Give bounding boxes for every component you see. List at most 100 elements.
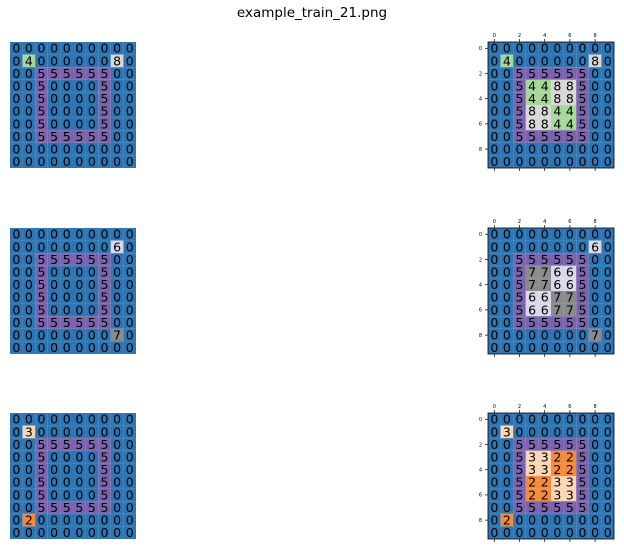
grid-cell: 0 — [588, 437, 602, 452]
cell-value: 0 — [25, 315, 33, 330]
cell-value: 0 — [126, 412, 134, 427]
grid-cell: 0 — [47, 340, 61, 355]
grid-cell: 0 — [110, 116, 124, 131]
grid-cell: 4 — [563, 116, 577, 131]
grid-cell: 0 — [10, 41, 23, 56]
cell-value: 5 — [516, 91, 524, 106]
cell-value: 0 — [579, 328, 587, 343]
cell-value: 0 — [490, 277, 498, 292]
grid-cell: 0 — [601, 462, 614, 477]
cell-value: 7 — [528, 265, 536, 280]
cell-value: 0 — [553, 525, 561, 540]
cell-value: 0 — [75, 53, 83, 68]
cell-value: 0 — [490, 252, 498, 267]
grid-cell: 4 — [500, 53, 514, 68]
cell-value: 0 — [113, 79, 121, 94]
grid-cell: 2 — [500, 513, 514, 528]
grid-cell: 0 — [35, 41, 48, 56]
x-tick-label: 8 — [594, 404, 597, 410]
cell-value: 8 — [541, 104, 549, 119]
grid-cell: 0 — [85, 450, 99, 465]
cell-value: 5 — [75, 315, 83, 330]
grid-cell: 0 — [10, 450, 23, 465]
grid-cell: 0 — [488, 450, 501, 465]
grid-cell: 0 — [60, 104, 73, 119]
cell-value: 5 — [516, 462, 524, 477]
cell-value: 0 — [88, 239, 96, 254]
cell-value: 0 — [604, 265, 612, 280]
cell-value: 0 — [126, 104, 134, 119]
cell-value: 0 — [50, 142, 58, 157]
grid-cell: 0 — [563, 525, 577, 540]
grid-cell: 0 — [488, 412, 501, 427]
cell-value: 0 — [604, 252, 612, 267]
grid-cell: 5 — [513, 129, 526, 144]
cell-value: 7 — [553, 290, 561, 305]
cell-value: 5 — [516, 66, 524, 81]
grid-cell: 0 — [22, 227, 36, 242]
y-tick-label: 4 — [479, 283, 482, 289]
grid-cell: 0 — [85, 53, 99, 68]
grid-cell: 3 — [538, 462, 551, 477]
grid-cell: 0 — [123, 142, 136, 157]
cell-value: 5 — [38, 500, 46, 515]
grid-cell: 0 — [500, 525, 514, 540]
grid-cell: 0 — [576, 154, 589, 169]
cell-value: 5 — [88, 437, 96, 452]
grid-cell: 0 — [601, 154, 614, 169]
cell-value: 5 — [579, 315, 587, 330]
cell-value: 0 — [503, 462, 511, 477]
grid-cell: 0 — [538, 41, 551, 56]
cell-value: 5 — [38, 91, 46, 106]
cell-value: 5 — [75, 66, 83, 81]
grid-cell: 0 — [588, 462, 602, 477]
cell-value: 5 — [101, 302, 109, 317]
x-tick-label: 2 — [518, 404, 521, 410]
cell-value: 5 — [88, 252, 96, 267]
grid-cell: 0 — [576, 525, 589, 540]
cell-value: 0 — [101, 513, 109, 528]
grid-cell: 0 — [85, 513, 99, 528]
grid-cell: 0 — [588, 315, 602, 330]
cell-value: 0 — [63, 91, 71, 106]
grid-cell: 0 — [85, 227, 99, 242]
grid-cell: 0 — [551, 525, 564, 540]
cell-value: 0 — [12, 116, 20, 131]
grid-cell: 0 — [98, 412, 111, 427]
grid-cell: 0 — [488, 500, 501, 515]
grid-cell: 5 — [576, 277, 589, 292]
grid-cell: 0 — [73, 513, 86, 528]
grid-cell: 0 — [601, 66, 614, 81]
cells: 0 0 0 0 0 0 0 0 0 00 4 0 0 0 0 0 0 8 00 0 5 5 5 5 5 5 0 00 0 5 0 0 0 0 5 0 0… — [10, 41, 136, 169]
grid-cell: 5 — [98, 475, 111, 490]
grid-cell: 0 — [500, 142, 514, 157]
cell-value: 4 — [528, 79, 536, 94]
cell-value: 0 — [63, 53, 71, 68]
grid-cell: 4 — [525, 79, 539, 94]
cell-value: 0 — [12, 450, 20, 465]
grid-cell: 0 — [73, 462, 86, 477]
grid-cell: 0 — [538, 513, 551, 528]
cell-value: 0 — [38, 227, 46, 242]
grid-cell: 0 — [47, 412, 61, 427]
grid-cell: 0 — [73, 239, 86, 254]
cell-value: 5 — [63, 252, 71, 267]
cell-value: 5 — [50, 315, 58, 330]
cell-value: 0 — [75, 116, 83, 131]
grid-cell: 0 — [538, 328, 551, 343]
grid-cell: 0 — [10, 154, 23, 169]
cell-value: 5 — [579, 265, 587, 280]
cell-value: 5 — [101, 79, 109, 94]
cell-value: 0 — [553, 340, 561, 355]
cell-value: 0 — [604, 525, 612, 540]
grid-cell: 0 — [488, 116, 501, 131]
grid-cell: 0 — [500, 265, 514, 280]
grid-cell: 5 — [563, 66, 577, 81]
grid-cell: 0 — [47, 424, 61, 439]
cell-value: 0 — [490, 265, 498, 280]
cell-value: 0 — [88, 277, 96, 292]
grid-cell: 0 — [85, 525, 99, 540]
cell-value: 0 — [63, 239, 71, 254]
cell-value: 0 — [63, 290, 71, 305]
cell-value: 0 — [490, 53, 498, 68]
